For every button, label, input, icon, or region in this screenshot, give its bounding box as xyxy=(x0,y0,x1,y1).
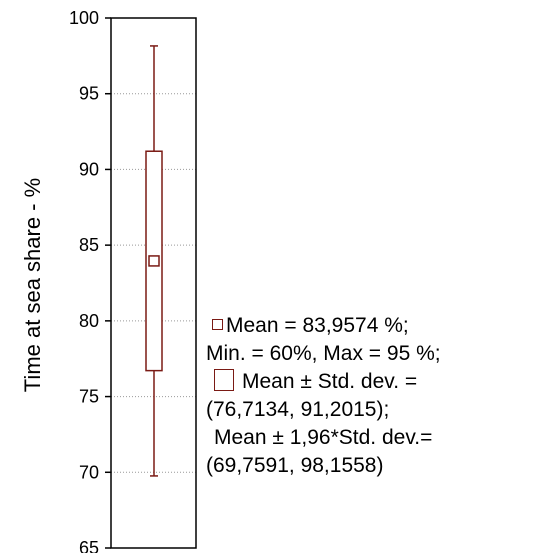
plot-frame xyxy=(110,17,197,549)
legend-mean: Mean = 83,9574 %; xyxy=(206,312,536,340)
legend-std-text: Mean ± Std. dev. = xyxy=(242,370,418,393)
legend-std: Mean ± Std. dev. = xyxy=(206,368,536,396)
box-square-icon xyxy=(214,369,234,392)
y-axis-label: Time at sea share - % xyxy=(20,178,45,392)
y-tick-label: 75 xyxy=(79,387,99,407)
legend-std-range: (76,7134, 91,2015); xyxy=(206,398,390,421)
legend-std196: Mean ± 1,96*Std. dev.= xyxy=(214,426,433,449)
legend-mean-text: Mean = 83,9574 %; xyxy=(226,314,409,337)
y-tick-label: 85 xyxy=(79,235,99,255)
mean-marker xyxy=(148,255,160,267)
y-tick-label: 65 xyxy=(79,538,99,553)
legend-minmax: Min. = 60%, Max = 95 %; xyxy=(206,342,441,365)
y-tick-label: 90 xyxy=(79,159,99,179)
mean-square-icon xyxy=(212,319,223,331)
box-series xyxy=(145,45,163,477)
y-tick-label: 80 xyxy=(79,311,99,331)
y-tick-label: 95 xyxy=(79,84,99,104)
y-axis-ticks: 100 95 90 85 80 75 70 65 xyxy=(69,8,111,553)
y-tick-label: 100 xyxy=(69,8,99,28)
y-tick-label: 70 xyxy=(79,462,99,482)
legend: Mean = 83,9574 %; Min. = 60%, Max = 95 %… xyxy=(206,312,536,480)
legend-std196-range: (69,7591, 98,1558) xyxy=(206,454,384,477)
